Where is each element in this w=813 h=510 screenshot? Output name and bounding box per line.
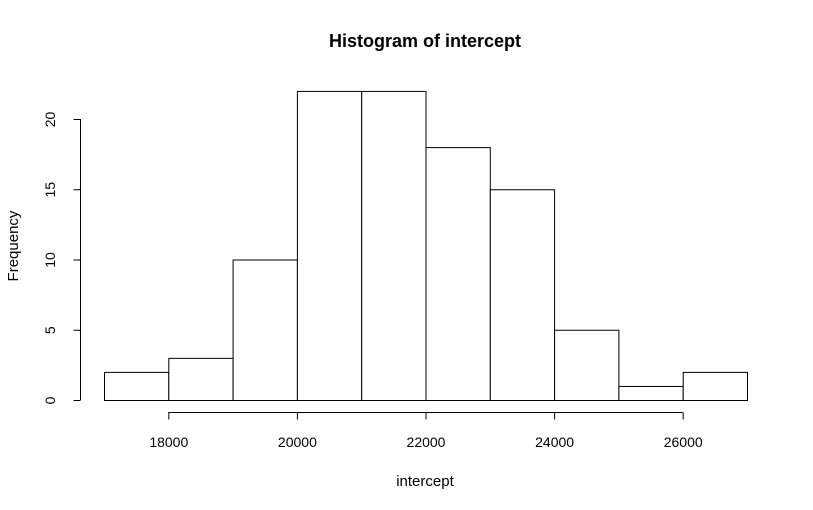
y-tick-label: 0 xyxy=(42,396,58,404)
histogram-bar xyxy=(425,147,491,401)
y-axis-label: Frequency xyxy=(5,210,22,281)
histogram-bar xyxy=(618,385,684,402)
histogram-bar xyxy=(296,90,363,402)
y-tick-label: 20 xyxy=(42,112,58,128)
x-tick-label: 20000 xyxy=(278,434,317,450)
chart-title: Histogram of intercept xyxy=(329,31,521,51)
histogram-bar xyxy=(104,371,170,401)
histogram-bar xyxy=(489,189,556,401)
histogram-bar xyxy=(232,259,298,401)
histogram-bar xyxy=(168,357,234,402)
y-tick-label: 10 xyxy=(42,252,58,268)
x-tick-label: 26000 xyxy=(664,434,703,450)
histogram-bars xyxy=(104,90,749,402)
x-tick-label: 22000 xyxy=(407,434,446,450)
histogram-bar xyxy=(682,371,749,401)
histogram-bar xyxy=(554,329,620,401)
x-axis-label: intercept xyxy=(396,473,454,490)
y-tick-label: 15 xyxy=(42,182,58,198)
histogram-bar xyxy=(361,90,427,402)
y-tick-label: 5 xyxy=(42,326,58,334)
x-tick-label: 24000 xyxy=(535,434,574,450)
y-axis: 0 5 10 15 20 xyxy=(42,112,81,404)
x-axis: 18000 20000 22000 24000 26000 xyxy=(149,412,703,450)
x-tick-label: 18000 xyxy=(149,434,188,450)
